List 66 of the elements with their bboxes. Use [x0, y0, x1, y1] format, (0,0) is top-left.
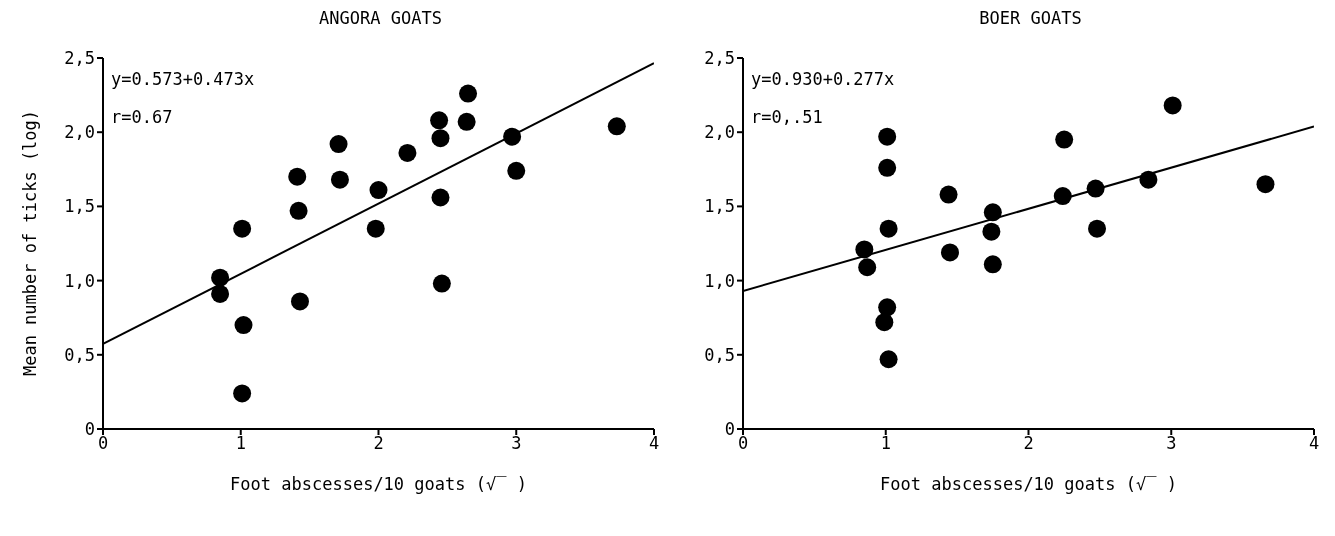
y-tick-label: 2,5 — [704, 48, 735, 69]
point — [607, 117, 626, 136]
y-tick-label: 2,0 — [704, 122, 735, 143]
point — [982, 222, 1001, 241]
y-tick-label: 0 — [724, 419, 735, 440]
x-tick-label: 3 — [1166, 433, 1177, 454]
point — [459, 84, 478, 103]
point — [457, 112, 476, 131]
point — [432, 274, 451, 293]
point — [211, 284, 230, 303]
x-tick-label: 2 — [1023, 433, 1034, 454]
annotation: y=0.573+0.473x — [111, 68, 255, 91]
point — [983, 255, 1002, 274]
y-tick-label: 1,0 — [704, 270, 735, 291]
point — [233, 384, 252, 403]
point — [1256, 175, 1275, 194]
point — [288, 167, 307, 186]
point — [233, 219, 252, 238]
x-tick-label: 4 — [648, 433, 660, 454]
y-tick-label: 2,0 — [64, 122, 95, 143]
point — [330, 170, 349, 189]
y-tick-label: 1,5 — [64, 196, 95, 217]
point — [366, 219, 385, 238]
point — [289, 201, 308, 220]
point — [858, 258, 877, 277]
point — [940, 243, 959, 262]
x-axis-title: Foot abscesses/10 goats (√‾ ) — [879, 474, 1178, 494]
y-tick-label: 1,5 — [704, 196, 735, 217]
x-tick-label: 0 — [737, 433, 749, 454]
chart-title: BOER GOATS — [978, 8, 1083, 28]
x-tick-label: 1 — [880, 433, 891, 454]
point — [1088, 219, 1107, 238]
annotation: r=0,.51 — [751, 106, 824, 129]
x-tick-label: 3 — [511, 433, 522, 454]
x-axis-title: Foot abscesses/10 goats (√‾ ) — [229, 474, 528, 494]
point — [431, 129, 450, 148]
y-tick-label: 0,5 — [704, 344, 735, 365]
point — [431, 188, 450, 207]
x-tick-label: 0 — [97, 433, 109, 454]
point — [290, 292, 309, 311]
point — [234, 316, 253, 335]
x-tick-label: 2 — [373, 433, 384, 454]
point — [398, 143, 417, 162]
annotation: r=0.67 — [111, 106, 174, 129]
y-tick-label: 1,0 — [64, 270, 95, 291]
y-tick-label: 2,5 — [64, 48, 95, 69]
point — [878, 158, 897, 177]
y-tick-label: 0,5 — [64, 344, 95, 365]
point — [879, 350, 898, 369]
point — [878, 298, 897, 317]
point — [430, 111, 449, 130]
point — [507, 161, 526, 180]
point — [875, 313, 894, 332]
point — [329, 135, 348, 154]
x-tick-label: 1 — [235, 433, 246, 454]
point — [1163, 96, 1182, 115]
y-tick-label: 0 — [84, 419, 95, 440]
chart-title: ANGORA GOATS — [318, 8, 443, 28]
point — [878, 127, 897, 146]
point — [369, 181, 388, 200]
annotation: y=0.930+0.277x — [751, 68, 895, 91]
point — [939, 185, 958, 204]
y-axis-title: Mean number of ticks (log) — [20, 109, 41, 377]
point — [1055, 130, 1074, 149]
x-tick-label: 4 — [1308, 433, 1320, 454]
point — [879, 219, 898, 238]
